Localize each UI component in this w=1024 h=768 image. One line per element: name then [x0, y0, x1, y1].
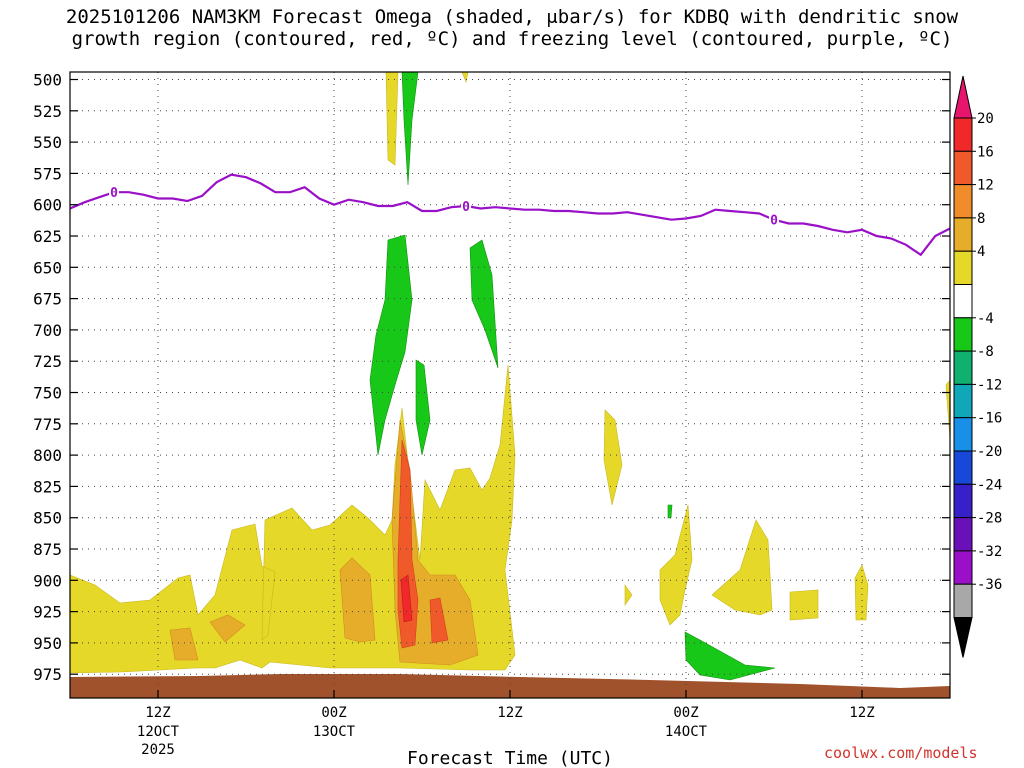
colorbar-segment	[953, 250, 973, 285]
y-tick-label: 500	[33, 71, 62, 90]
x-tick-label: 12Z	[145, 705, 170, 721]
colorbar-segment	[953, 284, 973, 319]
omega-shading	[70, 72, 950, 698]
x-tick-label: 12Z	[849, 705, 874, 721]
credit-text: coolwx.com/models	[824, 744, 978, 762]
colorbar-label: 20	[977, 111, 994, 127]
colorbar-label: 12	[977, 178, 994, 194]
y-tick-label: 925	[33, 603, 62, 622]
colorbar-label: -24	[977, 477, 1002, 493]
colorbar-segment	[953, 550, 973, 585]
y-tick-label: 525	[33, 102, 62, 121]
colorbar-label: 8	[977, 211, 985, 227]
freezing-level-label-bg	[461, 197, 471, 213]
colorbar-segment	[953, 583, 973, 619]
colorbar-bottom-arrow	[953, 617, 973, 658]
y-tick-label: 875	[33, 540, 62, 559]
y-tick-label: 575	[33, 164, 62, 183]
omega-descent-upper	[369, 72, 776, 681]
colorbar-label: -8	[977, 344, 994, 360]
x-tick-year-label: 2025	[141, 742, 175, 758]
x-axis-label: Forecast Time (UTC)	[407, 748, 613, 768]
x-tick-date-label: 14OCT	[665, 724, 708, 740]
freezing-level-label-bg	[109, 184, 119, 200]
y-tick-label: 750	[33, 384, 62, 403]
y-tick-label: 850	[33, 509, 62, 528]
colorbar-label: -16	[977, 411, 1002, 427]
freezing-level-labels: 0 0 0	[109, 184, 779, 229]
x-tick-date-label: 12OCT	[137, 724, 180, 740]
y-tick-label: 800	[33, 446, 62, 465]
y-tick-label: 700	[33, 321, 62, 340]
colorbar-segment	[953, 517, 973, 552]
y-tick-label: 975	[33, 665, 62, 684]
freezing-level-label-bg	[769, 211, 779, 227]
x-tick-label: 12Z	[497, 705, 522, 721]
colorbar-segment	[953, 450, 973, 485]
time-gridlines	[157, 72, 863, 698]
colorbar-label: 4	[977, 244, 985, 260]
y-tick-label: 775	[33, 415, 62, 434]
colorbar-segment	[953, 383, 973, 419]
y-tick-label: 550	[33, 133, 62, 152]
x-tick-label: 00Z	[321, 705, 346, 721]
y-tick-label: 675	[33, 290, 62, 309]
colorbar-segment	[953, 150, 973, 186]
y-tick-label: 625	[33, 227, 62, 246]
omega-ascent-upper	[385, 72, 469, 166]
colorbar-segment	[953, 217, 973, 252]
colorbar-label: -36	[977, 577, 1002, 593]
colorbar-segment	[953, 117, 973, 152]
omega-ascent-12-16	[397, 439, 449, 649]
chart-title-line-2: growth region (contoured, red, ºC) and f…	[71, 28, 953, 50]
colorbar-segment	[953, 317, 973, 352]
y-tick-label: 725	[33, 352, 62, 371]
freezing-level-label: 0	[110, 186, 118, 201]
colorbar-label: -20	[977, 444, 1002, 460]
y-tick-label: 900	[33, 571, 62, 590]
colorbar-label: 16	[977, 144, 994, 160]
y-axis-ticks: 500 525 550 575 600 625 650 675 700 725 750 775 800 8…	[33, 71, 950, 684]
omega-ascent-16-20	[400, 574, 413, 623]
freezing-level-label: 0	[462, 200, 470, 215]
y-tick-label: 825	[33, 477, 62, 496]
colorbar-label: -4	[977, 311, 994, 327]
colorbar-segment	[953, 350, 973, 385]
y-tick-label: 950	[33, 634, 62, 653]
colorbar-label: -28	[977, 511, 1002, 527]
freezing-level-line	[70, 173, 950, 257]
x-tick-label: 00Z	[673, 705, 698, 721]
colorbar: 20 16 12 8 4 -4 -8 -12 -16 -20 -24 -28 -32 -36	[953, 75, 1002, 658]
colorbar-top-arrow	[953, 75, 973, 119]
colorbar-label: -32	[977, 544, 1002, 560]
ground-surface	[70, 674, 950, 698]
colorbar-label: -12	[977, 377, 1002, 393]
x-axis-ticks: 12Z 12OCT 2025 00Z 13OCT 12Z 00Z 14OCT 12Z	[137, 690, 875, 758]
colorbar-segment	[953, 417, 973, 452]
x-tick-date-label: 13OCT	[313, 724, 356, 740]
chart-title-line-1: 2025101206 NAM3KM Forecast Omega (shaded…	[65, 6, 959, 28]
omega-ascent-right	[603, 379, 950, 626]
y-tick-label: 650	[33, 258, 62, 277]
colorbar-segment	[953, 184, 973, 219]
y-tick-label: 600	[33, 196, 62, 215]
freezing-level-label: 0	[770, 214, 778, 229]
colorbar-segment	[953, 483, 973, 519]
